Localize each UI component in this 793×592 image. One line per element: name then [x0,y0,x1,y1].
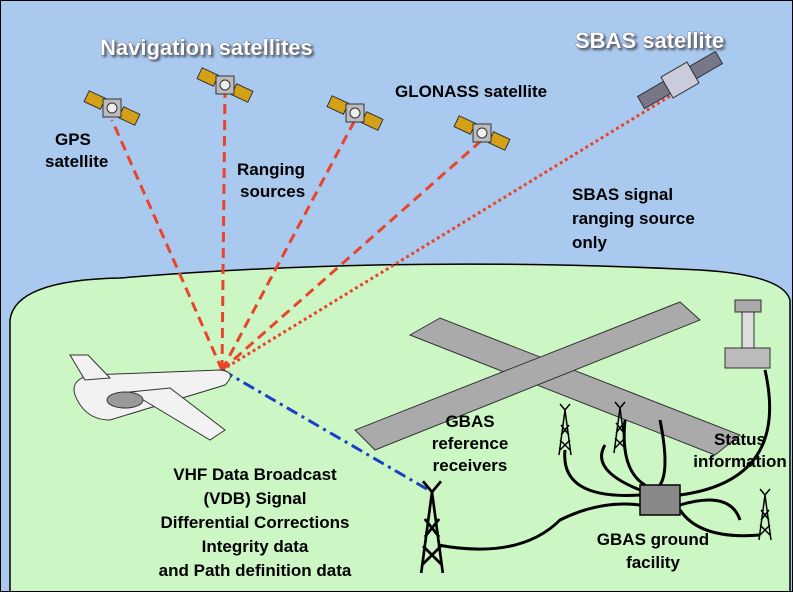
label: ranging source [572,209,695,228]
tower [724,299,771,369]
runways [354,301,741,456]
label: VHF Data Broadcast [173,465,337,484]
title-left: Navigation satellites [100,35,313,60]
signals [110,88,681,494]
label: receivers [433,456,508,475]
cables [437,369,772,551]
label: sources [240,182,305,201]
label: GLONASS satellite [395,82,547,101]
label: satellite [45,152,108,171]
ground-facility [639,484,681,516]
label: GBAS [445,412,494,431]
label: Differential Corrections [161,513,350,532]
label: Ranging [237,160,305,179]
label: Integrity data [202,537,309,556]
label: (VDB) Signal [204,489,307,508]
label: and Path definition data [159,561,352,580]
label: facility [626,553,680,572]
label: GBAS ground [597,530,709,549]
satellites [83,50,724,151]
label: SBAS signal [572,185,673,204]
label: information [693,452,787,471]
label: only [572,233,607,252]
label: Status [714,430,766,449]
aircraft [69,354,231,441]
labels: GPS satellite GLONASS satellite Ranging … [45,82,787,580]
label: reference [432,434,509,453]
title-right: SBAS satellite [575,28,724,53]
label: GPS [55,130,91,149]
